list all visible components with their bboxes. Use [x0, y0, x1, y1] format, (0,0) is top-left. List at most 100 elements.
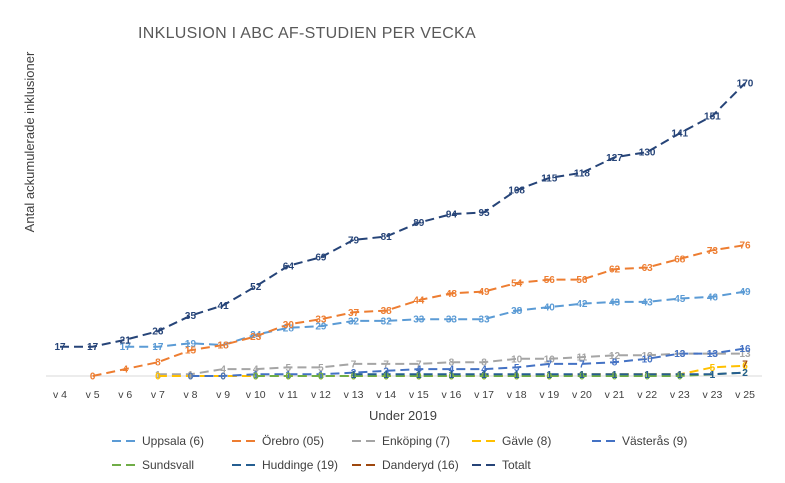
x-tick-label: v 4 [53, 389, 67, 401]
data-label-sundsvall: 0 [449, 372, 455, 383]
data-label-sundsvall: 0 [677, 372, 683, 383]
data-label-sundsvall: 0 [644, 372, 650, 383]
data-label-totalt: 151 [704, 111, 721, 122]
data-label-gävle-8: 0 [286, 372, 292, 383]
data-label-örebro-05: 38 [381, 306, 393, 317]
data-label-uppsala-6: 17 [120, 342, 132, 353]
data-label-totalt: 52 [250, 282, 262, 293]
data-label-sundsvall: 0 [286, 372, 292, 383]
data-label-gävle-8: 1 [612, 370, 618, 381]
data-label-enköping-7: 4 [220, 365, 226, 376]
data-label-örebro-05: 0 [90, 372, 96, 383]
data-label-totalt: 21 [120, 335, 132, 346]
data-label-örebro-05: 56 [576, 275, 588, 286]
data-label-totalt: 64 [283, 261, 295, 272]
x-tick-label: v 17 [474, 389, 494, 401]
data-label-gävle-8: 0 [383, 372, 389, 383]
x-tick-label: v 21 [605, 389, 625, 401]
data-label-västerås-9: 1 [253, 370, 259, 381]
data-label-sundsvall: 0 [318, 372, 324, 383]
data-label-örebro-05: 48 [446, 289, 458, 300]
legend: Uppsala (6) Örebro (05) Enköping (7) Gävle … [112, 434, 687, 472]
data-label-örebro-05: 63 [642, 263, 654, 274]
data-label-enköping-7: 12 [642, 351, 654, 362]
data-label-gävle-8: 0 [449, 372, 455, 383]
data-label-gävle-8: 0 [547, 372, 553, 383]
data-label-enköping-7: 8 [481, 358, 487, 369]
data-label-västerås-9: 10 [642, 354, 654, 365]
x-tick-label: v 9 [216, 389, 230, 401]
data-label-gävle-8: 6 [742, 361, 748, 372]
data-label-gävle-8: 0 [220, 372, 226, 383]
x-tick-label: v 16 [441, 389, 461, 401]
data-label-gävle-8: 0 [351, 372, 357, 383]
x-tick-label: v 18 [507, 389, 527, 401]
y-axis-title: Antal ackumulerade inklusioner [22, 51, 37, 232]
data-label-uppsala-6: 43 [609, 297, 621, 308]
data-label-huddinge-19: 1 [416, 370, 422, 381]
data-label-örebro-05: 68 [674, 254, 686, 265]
data-label-gävle-8: 0 [253, 372, 259, 383]
data-label-sundsvall: 0 [579, 372, 585, 383]
data-label-enköping-7: 5 [286, 363, 292, 374]
data-label-totalt: 79 [348, 235, 360, 246]
data-label-örebro-05: 8 [155, 358, 161, 369]
x-axis-title: Under 2019 [369, 408, 437, 423]
x-tick-label: v 20 [572, 389, 592, 401]
data-label-västerås-9: 5 [514, 363, 520, 374]
legend-label: Uppsala (6) [142, 434, 204, 448]
legend-item-örebro-05: Örebro (05) [232, 434, 324, 448]
data-label-totalt: 35 [185, 311, 197, 322]
data-label-uppsala-6: 38 [511, 306, 523, 317]
data-label-huddinge-19: 1 [383, 370, 389, 381]
data-label-enköping-7: 1 [155, 370, 161, 381]
series-line-örebro-05 [92, 244, 746, 377]
data-label-gävle-8: 1 [644, 370, 650, 381]
data-label-huddinge-19: 2 [742, 368, 748, 379]
data-label-enköping-7: 12 [609, 351, 621, 362]
data-label-gävle-8: 0 [416, 372, 422, 383]
legend-label: Västerås (9) [622, 434, 687, 448]
data-label-örebro-05: 4 [122, 365, 128, 376]
data-label-huddinge-19: 1 [449, 370, 455, 381]
data-label-huddinge-19: 1 [710, 370, 716, 381]
x-tick-label: v 11 [279, 389, 298, 401]
data-label-gävle-8: 0 [188, 372, 194, 383]
chart-title: INKLUSION I ABC AF-STUDIEN PER VECKA [138, 25, 476, 42]
data-label-uppsala-6: 29 [315, 322, 327, 333]
data-label-sundsvall: 0 [547, 372, 553, 383]
data-label-totalt: 108 [508, 186, 525, 197]
data-label-gävle-8: 1 [579, 370, 585, 381]
x-tick-label: v 12 [311, 389, 331, 401]
data-label-sundsvall: 0 [351, 372, 357, 383]
data-label-enköping-7: 11 [577, 353, 588, 364]
data-label-västerås-9: 13 [674, 349, 686, 360]
data-label-västerås-9: 3 [383, 366, 389, 377]
series-line-huddinge-19 [353, 371, 746, 376]
data-label-enköping-7: 13 [739, 349, 751, 360]
data-label-uppsala-6: 18 [218, 341, 230, 352]
legend-item-västerås-9: Västerås (9) [592, 434, 687, 448]
legend-label: Huddinge (19) [262, 458, 338, 472]
data-label-gävle-8: 1 [677, 370, 683, 381]
data-label-gävle-8: 0 [155, 372, 161, 383]
data-label-västerås-9: 4 [416, 365, 422, 376]
data-label-västerås-9: 0 [188, 372, 194, 383]
data-label-örebro-05: 23 [250, 332, 262, 343]
data-label-gävle-8: 0 [318, 372, 324, 383]
data-label-huddinge-19: 1 [481, 370, 487, 381]
data-label-enköping-7: 7 [383, 359, 389, 370]
data-label-sundsvall: 2 [742, 368, 748, 379]
data-label-uppsala-6: 45 [674, 294, 686, 305]
data-label-västerås-9: 1 [318, 370, 324, 381]
x-tick-label: v 15 [409, 389, 429, 401]
data-label-totalt: 170 [737, 79, 754, 90]
data-label-västerås-9: 13 [707, 349, 719, 360]
data-label-gävle-8: 0 [514, 372, 520, 383]
data-label-västerås-9: 4 [449, 365, 455, 376]
data-label-uppsala-6: 43 [642, 297, 654, 308]
data-label-västerås-9: 7 [547, 359, 553, 370]
data-label-enköping-7: 10 [511, 354, 523, 365]
data-label-örebro-05: 18 [218, 341, 230, 352]
data-label-uppsala-6: 17 [152, 342, 164, 353]
